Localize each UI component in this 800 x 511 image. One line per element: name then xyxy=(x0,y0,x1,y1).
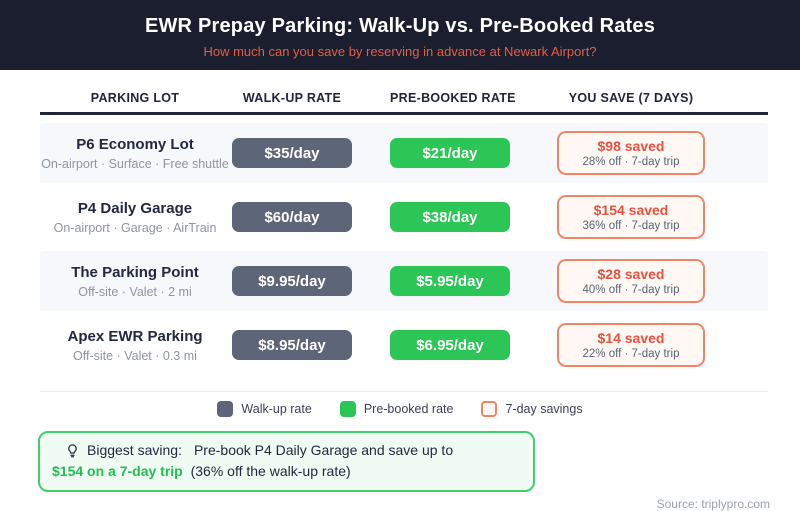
table-row: P4 Daily Garage On-airport · Garage · Ai… xyxy=(40,187,768,247)
legend-item-walkup: Walk-up rate xyxy=(217,401,312,417)
legend-label: Pre-booked rate xyxy=(363,402,454,416)
savings-detail: 28% off · 7-day trip xyxy=(582,156,680,168)
lot-details: Off-site · Valet · 0.3 mi xyxy=(73,348,197,363)
savings-amount: $98 saved xyxy=(597,138,665,154)
header: EWR Prepay Parking: Walk-Up vs. Pre-Book… xyxy=(0,0,800,70)
prebooked-rate-badge: $38/day xyxy=(390,202,510,232)
table-row: The Parking Point Off-site · Valet · 2 m… xyxy=(40,251,768,311)
savings-box: $28 saved 40% off · 7-day trip xyxy=(557,259,705,303)
prebooked-swatch xyxy=(339,401,356,417)
callout-text: (36% off the walk-up rate) xyxy=(190,463,351,479)
prebooked-rate-badge: $5.95/day xyxy=(390,266,510,296)
legend-divider xyxy=(40,391,768,392)
prebooked-rate-badge: $6.95/day xyxy=(390,330,510,360)
lot-cell: P6 Economy Lot On-airport · Surface · Fr… xyxy=(40,136,230,171)
prebooked-rate-badge: $21/day xyxy=(390,138,510,168)
savings-detail: 22% off · 7-day trip xyxy=(582,348,680,360)
lot-name: P6 Economy Lot xyxy=(76,135,194,153)
table-row: Apex EWR Parking Off-site · Valet · 0.3 … xyxy=(40,315,768,375)
legend: Walk-up rate Pre-booked rate 7-day savin… xyxy=(0,401,800,417)
legend-item-savings: 7-day savings xyxy=(481,401,583,417)
lot-details: Off-site · Valet · 2 mi xyxy=(78,284,192,299)
page-title: EWR Prepay Parking: Walk-Up vs. Pre-Book… xyxy=(144,15,656,37)
column-header-you-save: YOU SAVE (7 DAYS) xyxy=(568,91,694,105)
savings-detail: 40% off · 7-day trip xyxy=(582,284,680,296)
column-header-parking-lot: PARKING LOT xyxy=(90,91,180,105)
callout-lead: Biggest saving: xyxy=(87,442,182,458)
walkup-rate-badge: $9.95/day xyxy=(232,266,352,296)
callout-line-2: $154 on a 7-day trip (36% off the walk-u… xyxy=(52,461,521,482)
page-subtitle: How much can you save by reserving in ad… xyxy=(203,44,597,59)
table-body: P6 Economy Lot On-airport · Surface · Fr… xyxy=(40,123,768,375)
savings-box: $154 saved 36% off · 7-day trip xyxy=(557,195,705,239)
column-header-prebooked-rate: PRE-BOOKED RATE xyxy=(390,91,516,105)
table-header: PARKING LOT WALK-UP RATE PRE-BOOKED RATE… xyxy=(40,70,768,115)
walkup-swatch xyxy=(217,401,234,417)
walkup-rate-badge: $8.95/day xyxy=(232,330,352,360)
savings-box: $98 saved 28% off · 7-day trip xyxy=(557,131,705,175)
legend-item-prebooked: Pre-booked rate xyxy=(339,401,454,417)
savings-swatch xyxy=(481,401,498,417)
column-header-walkup-rate: WALK-UP RATE xyxy=(242,91,342,105)
callout-text: Pre-book P4 Daily Garage and save up to xyxy=(193,442,454,458)
lot-cell: P4 Daily Garage On-airport · Garage · Ai… xyxy=(40,200,230,235)
walkup-rate-badge: $35/day xyxy=(232,138,352,168)
lot-details: On-airport · Surface · Free shuttle xyxy=(41,156,229,171)
lot-name: The Parking Point xyxy=(71,263,199,281)
savings-box: $14 saved 22% off · 7-day trip xyxy=(557,323,705,367)
callout-line-1: Biggest saving: Pre-book P4 Daily Garage… xyxy=(52,440,521,461)
biggest-saving-callout: Biggest saving: Pre-book P4 Daily Garage… xyxy=(38,431,535,492)
lot-name: Apex EWR Parking xyxy=(67,327,203,345)
lot-name: P4 Daily Garage xyxy=(77,199,193,217)
legend-label: Walk-up rate xyxy=(241,402,312,416)
savings-amount: $14 saved xyxy=(597,330,665,346)
table-row: P6 Economy Lot On-airport · Surface · Fr… xyxy=(40,123,768,183)
callout-highlight: $154 on a 7-day trip xyxy=(52,463,183,479)
savings-detail: 36% off · 7-day trip xyxy=(582,220,680,232)
lot-cell: The Parking Point Off-site · Valet · 2 m… xyxy=(40,264,230,299)
lot-cell: Apex EWR Parking Off-site · Valet · 0.3 … xyxy=(40,328,230,363)
lot-details: On-airport · Garage · AirTrain xyxy=(53,220,217,235)
legend-label: 7-day savings xyxy=(505,402,583,416)
savings-amount: $28 saved xyxy=(597,266,665,282)
walkup-rate-badge: $60/day xyxy=(232,202,352,232)
lightbulb-icon xyxy=(65,443,80,458)
source-attribution: Source: triplypro.com xyxy=(656,497,770,511)
savings-amount: $154 saved xyxy=(593,202,669,218)
